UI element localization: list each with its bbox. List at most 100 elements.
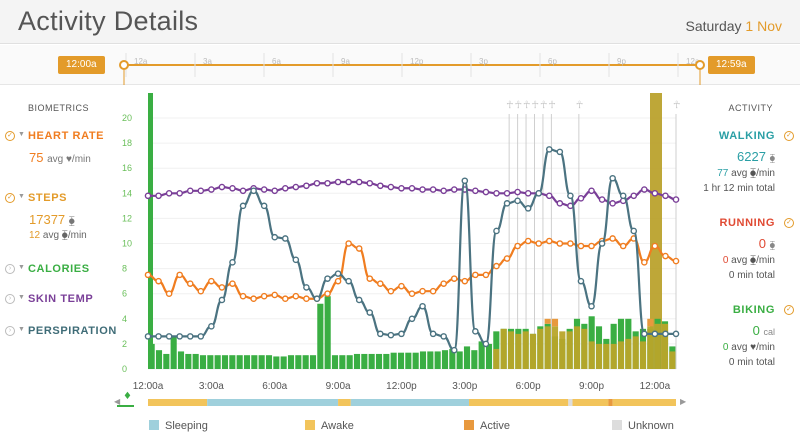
- check-icon[interactable]: ✓: [784, 305, 794, 315]
- legend-swatch: [305, 420, 315, 430]
- y-tick-label: 6: [122, 289, 127, 299]
- state-segment: [568, 399, 573, 406]
- activity-walking[interactable]: ✓ WALKING 6227 ⧳ 77 avg ⧳/min 1 hr 12 mi…: [675, 130, 794, 194]
- activity-heading: ACTIVITY: [728, 103, 773, 113]
- legend-label: Unknown: [628, 420, 674, 432]
- heart-rate-point: [186, 280, 194, 287]
- heart-rate-point: [334, 277, 342, 285]
- skin-temp-point: [239, 187, 247, 195]
- walking-person-icon: ☥: [523, 100, 530, 111]
- walking-total: 1 hr 12 min total: [703, 183, 775, 194]
- y-tick-label: 18: [122, 138, 132, 148]
- heart-rate-point: [524, 237, 532, 245]
- perspiration-point: [366, 309, 374, 316]
- range-start-handle[interactable]: [119, 60, 129, 70]
- steps-bar: [573, 326, 581, 369]
- calorie-bar: [434, 351, 441, 369]
- calorie-bar: [148, 343, 155, 369]
- heart-rate-label: HEART RATE: [28, 130, 105, 142]
- steps-avg-value: 12: [29, 230, 41, 241]
- skin-temp-point: [609, 200, 616, 207]
- heart-rate-point: [260, 292, 268, 300]
- perspiration-point: [641, 330, 648, 338]
- range-end-label[interactable]: 12:59a: [708, 56, 755, 74]
- heart-rate-point: [208, 277, 215, 285]
- range-end-handle[interactable]: [695, 60, 705, 70]
- heart-rate-point: [355, 245, 363, 252]
- calorie-bar: [427, 351, 434, 369]
- chevron-down-icon[interactable]: ▼: [18, 131, 25, 138]
- calorie-bar: [324, 296, 331, 369]
- walking-label: WALKING: [718, 130, 775, 142]
- skin-temp-label: SKIN TEMP: [28, 293, 94, 305]
- check-icon[interactable]: ✓: [784, 131, 794, 141]
- perspiration-point: [630, 227, 638, 235]
- calorie-bar: [309, 355, 317, 369]
- calorie-bar: [273, 356, 280, 369]
- timeline-tick-label: 12a: [134, 57, 148, 66]
- timeline-tick-label: 9a: [341, 57, 350, 66]
- scroll-left-icon[interactable]: ◀: [114, 397, 121, 406]
- y-tick-label: 4: [122, 314, 127, 324]
- heart-rate-point: [651, 242, 659, 250]
- perspiration-point: [619, 192, 627, 200]
- sleep-start-band: [148, 93, 153, 369]
- perspiration-point: [218, 296, 226, 304]
- check-icon[interactable]: ✓: [5, 193, 15, 203]
- calorie-bar: [361, 353, 368, 369]
- perspiration-point: [292, 256, 300, 264]
- timeline-tick-label: 6a: [272, 57, 281, 66]
- heart-rate-point: [429, 287, 437, 295]
- legend-item-unknown: Unknown: [612, 420, 674, 432]
- y-tick-label: 10: [122, 239, 132, 249]
- calorie-bar: [302, 355, 309, 369]
- heart-rate-point: [377, 280, 384, 287]
- walking-person-icon: ☥: [506, 100, 513, 111]
- date-display[interactable]: Saturday 1 Nov: [685, 18, 782, 34]
- heart-rate-point: [229, 280, 236, 287]
- perspiration-point: [662, 330, 669, 338]
- heart-rate-point: [493, 262, 500, 270]
- calorie-bar: [317, 303, 324, 369]
- perspiration-point: [281, 235, 289, 242]
- calorie-indicator: [117, 405, 134, 407]
- heart-rate-point: [672, 257, 680, 265]
- scroll-right-icon[interactable]: ▶: [680, 397, 687, 406]
- x-tick-label: 12:00a: [133, 381, 164, 392]
- chevron-down-icon[interactable]: ▼: [18, 193, 25, 200]
- activity-running[interactable]: ✓ RUNNING 0 ⧳ 0 avg ⧳/min 0 min total: [675, 217, 794, 281]
- heart-rate-point: [419, 287, 426, 295]
- chevron-down-icon[interactable]: ▼: [18, 294, 25, 301]
- state-segment: [469, 399, 569, 406]
- steps-bar: [639, 341, 647, 369]
- walking-person-icon: ☥: [548, 100, 555, 111]
- state-segment: [612, 399, 676, 406]
- skin-temp-point: [662, 192, 669, 200]
- check-icon[interactable]: ›: [5, 326, 15, 336]
- y-tick-label: 12: [122, 213, 132, 223]
- perspiration-point: [461, 177, 469, 185]
- check-icon[interactable]: ›: [5, 294, 15, 304]
- skin-temp-point: [503, 190, 511, 197]
- perspiration-point: [208, 323, 215, 330]
- perspiration-point: [609, 174, 616, 182]
- activity-biking[interactable]: ✓ BIKING 0 cal 0 avg ♥/min 0 min total: [675, 304, 794, 368]
- walking-person-icon: ☥: [515, 100, 522, 111]
- chevron-down-icon[interactable]: ▼: [18, 264, 25, 271]
- steps-bar: [625, 338, 632, 369]
- heart-rate-point: [303, 295, 310, 303]
- check-icon[interactable]: ✓: [5, 131, 15, 141]
- chevron-down-icon[interactable]: ▼: [18, 326, 25, 333]
- check-icon[interactable]: ›: [5, 264, 15, 274]
- perspiration-point: [345, 277, 352, 285]
- header-bar: Activity Details Saturday 1 Nov: [0, 0, 800, 44]
- skin-temp-point: [450, 186, 458, 193]
- steps-bar: [603, 343, 610, 369]
- range-start-label[interactable]: 12:00a: [58, 56, 105, 74]
- skin-temp-point: [155, 192, 162, 200]
- heart-rate-point: [144, 271, 152, 279]
- check-icon[interactable]: ✓: [784, 218, 794, 228]
- time-range-selector[interactable]: 12a 3a 6a 9a 12p 3p 6p 9p 12a 12:00a 12:59a: [0, 45, 800, 85]
- heart-rate-point: [292, 292, 300, 300]
